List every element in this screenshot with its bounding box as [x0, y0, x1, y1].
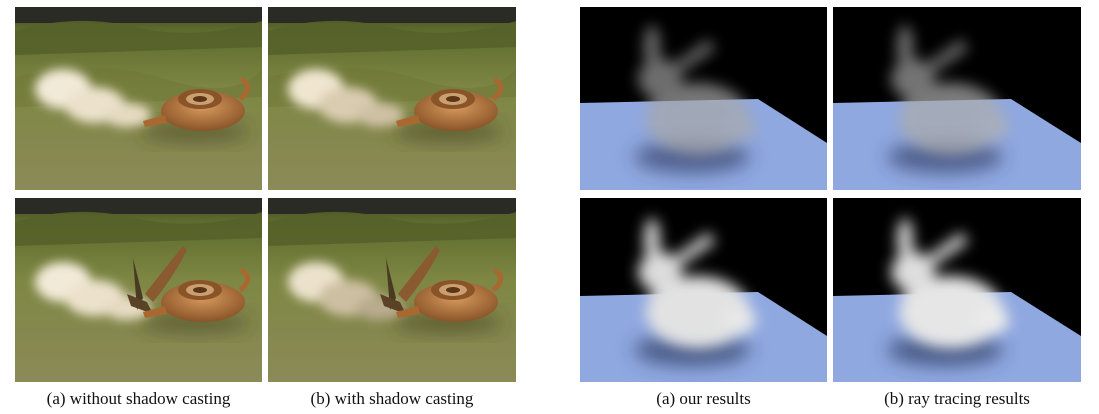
bunny-scene-image	[833, 198, 1081, 382]
caption-with-shadow-casting: (b) with shadow casting	[268, 388, 516, 410]
caption-our-results: (a) our results	[580, 388, 827, 410]
panel-bunny-raytrace-top	[833, 7, 1081, 190]
bunny-scene-image	[580, 7, 827, 190]
bunny-scene-image	[833, 7, 1081, 190]
panel-lamp-with-shadow-bottom	[268, 198, 516, 382]
bunny-scene-image	[580, 198, 827, 382]
terrain-scene-image	[15, 7, 262, 190]
caption-without-shadow-casting: (a) without shadow casting	[15, 388, 262, 410]
terrain-scene-image	[268, 7, 516, 190]
caption-ray-tracing-results: (b) ray tracing results	[833, 388, 1081, 410]
panel-lamp-with-shadow-top	[268, 7, 516, 190]
panel-bunny-ours-top	[580, 7, 827, 190]
panel-bunny-ours-bottom	[580, 198, 827, 382]
terrain-scene-image	[15, 198, 262, 382]
terrain-scene-image	[268, 198, 516, 382]
panel-bunny-raytrace-bottom	[833, 198, 1081, 382]
panel-lamp-no-shadow-bottom	[15, 198, 262, 382]
panel-lamp-no-shadow-top	[15, 7, 262, 190]
